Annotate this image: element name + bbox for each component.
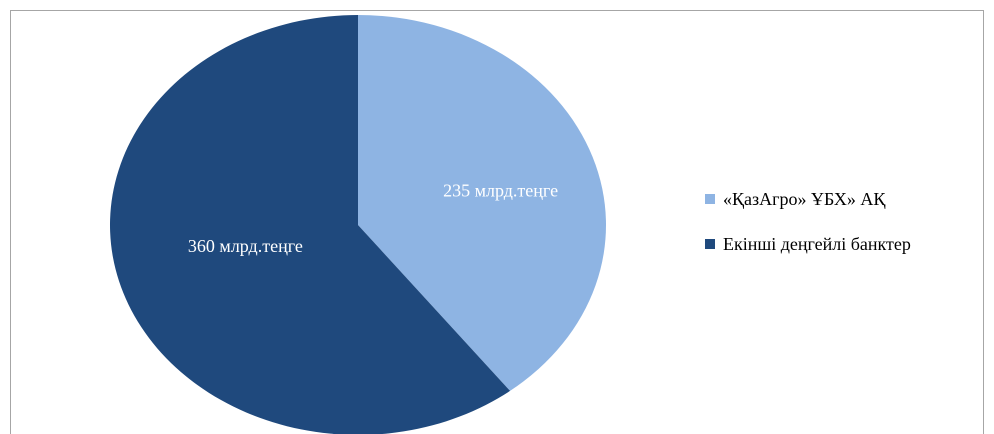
legend-swatch-banks [705,239,715,249]
legend-label-banks: Екінші деңгейлі банктер [723,233,911,254]
legend: «ҚазАгро» ҰБХ» АҚ Екінші деңгейлі банкте… [705,188,911,278]
data-label-banks: 360 млрд.теңге [188,236,303,256]
legend-swatch-kazagro [705,194,715,204]
legend-item-banks: Екінші деңгейлі банктер [705,233,911,255]
data-label-kazagro: 235 млрд.теңге [443,180,558,200]
pie-slice-banks [110,15,511,434]
legend-item-kazagro: «ҚазАгро» ҰБХ» АҚ [705,188,911,210]
pie-slice-kazagro [358,15,607,391]
legend-label-kazagro: «ҚазАгро» ҰБХ» АҚ [723,188,886,209]
